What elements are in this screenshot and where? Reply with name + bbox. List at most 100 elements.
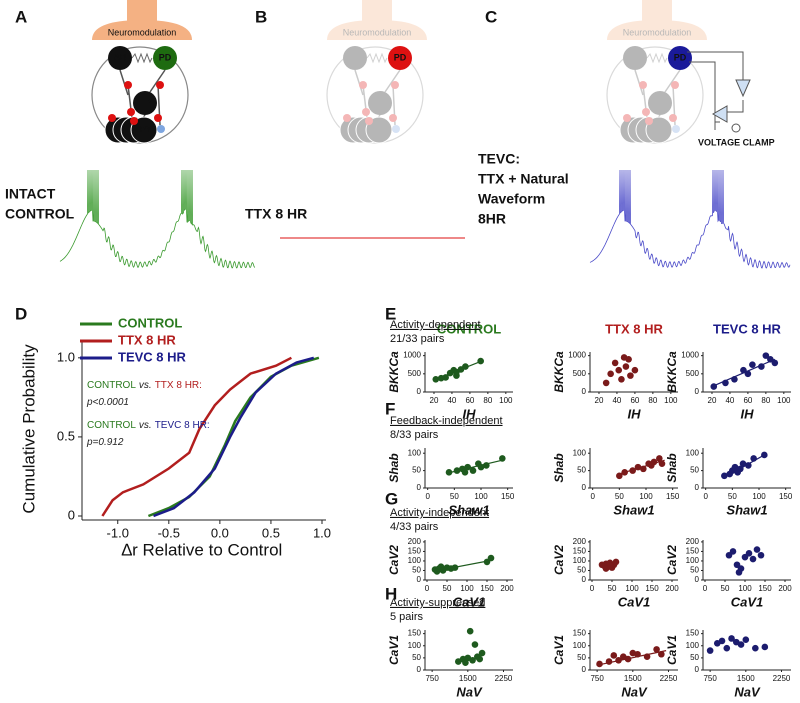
- x-axis-label: Shaw1: [448, 502, 489, 517]
- scatter-point: [744, 370, 752, 378]
- scatter-point: [710, 383, 718, 390]
- y-tick-label: 0: [417, 483, 422, 492]
- y-tick-label: 150: [573, 629, 587, 638]
- scatter-point: [731, 375, 738, 383]
- legend-label: CONTROL: [118, 315, 182, 330]
- x-axis-label: ∆r Relative to Control: [122, 540, 283, 559]
- y-tick-label: 500: [408, 369, 422, 378]
- circuit-body: Neuromodulation AB LP PY: [606, 0, 707, 144]
- synapse: [623, 114, 631, 122]
- cdf-line: [101, 356, 292, 517]
- y-tick-label: 50: [577, 653, 586, 662]
- x-tick-label: -1.0: [107, 525, 129, 540]
- cdf-line: [153, 356, 315, 518]
- circuit: Neuromodulation AB LP PY PD: [91, 0, 192, 144]
- scatter-point: [466, 627, 474, 635]
- x-axis-label: CaV1: [618, 594, 651, 609]
- neuromodulation-dome: [92, 20, 192, 40]
- x-tick-label: 0: [703, 492, 708, 501]
- y-tick-label: 50: [577, 566, 586, 575]
- x-tick-label: 20: [708, 396, 717, 405]
- annotation-part: TEVC 8 HR:: [155, 420, 210, 431]
- panel-label: A: [15, 7, 27, 26]
- y-axis-label: BKKCa: [552, 351, 566, 393]
- synapse: [343, 114, 351, 122]
- y-tick-label: 1000: [403, 351, 421, 360]
- synapse: [642, 108, 650, 116]
- panel-label: F: [385, 399, 395, 418]
- scatter-point: [737, 465, 744, 473]
- scatter-point: [650, 458, 658, 466]
- x-tick-label: 100: [738, 584, 752, 593]
- x-tick-label: 40: [612, 396, 621, 405]
- scatter-point: [499, 455, 506, 462]
- synapse-blue: [672, 125, 680, 133]
- legend-label: TEVC 8 HR: [118, 349, 187, 364]
- scatter-point: [478, 649, 486, 657]
- x-tick-label: 1500: [737, 674, 755, 683]
- row-count: 5 pairs: [390, 611, 424, 623]
- gap-junction: [366, 52, 388, 64]
- x-tick-label: 1500: [459, 674, 477, 683]
- scatter-point: [442, 374, 449, 381]
- annotation-part: vs.: [139, 420, 152, 431]
- row-count: 8/33 pairs: [390, 429, 439, 441]
- scatter-point: [745, 550, 753, 557]
- scatter-point: [658, 460, 666, 467]
- neuromodulation-dome: [607, 20, 707, 40]
- synapse: [124, 81, 132, 89]
- scatter-point: [445, 469, 453, 476]
- amplifier: [735, 79, 751, 98]
- synapse: [359, 81, 367, 89]
- scatter-point: [735, 569, 743, 576]
- scatter-point: [596, 660, 603, 668]
- scatter-point: [611, 359, 619, 367]
- circuit: Neuromodulation AB LP PY PD VOLTAGE CLAMP: [606, 0, 775, 147]
- y-axis-label: Shab: [552, 453, 566, 482]
- x-tick-label: 150: [758, 584, 772, 593]
- synapse: [154, 114, 162, 122]
- x-tick-label: 100: [499, 396, 513, 405]
- y-axis-label: BKKCa: [387, 351, 401, 393]
- scatter-point: [761, 643, 769, 651]
- scatter-point: [771, 359, 779, 367]
- synapse-blue: [157, 125, 165, 133]
- scatter-point: [722, 379, 729, 387]
- synapse: [389, 114, 397, 122]
- y-tick-label: 100: [573, 556, 587, 565]
- y-axis-label: CaV2: [665, 545, 679, 575]
- x-tick-label: 50: [450, 492, 459, 501]
- x-tick-label: 750: [590, 674, 604, 683]
- circuit: Neuromodulation AB LP PY PD: [326, 0, 427, 144]
- scatter-point: [656, 455, 663, 462]
- x-tick-label: 50: [728, 492, 737, 501]
- y-tick-label: 0: [695, 575, 700, 584]
- neuron-py: [339, 116, 367, 144]
- synapse-lines: [354, 69, 401, 126]
- x-tick-label: -0.5: [158, 525, 180, 540]
- scatter-point: [461, 469, 469, 476]
- neuron-ab: [108, 46, 132, 70]
- synapse: [156, 81, 164, 89]
- x-tick-label: 80: [761, 396, 770, 405]
- y-tick-label: 50: [412, 566, 421, 575]
- synapse: [362, 108, 370, 116]
- y-tick-label: 50: [577, 466, 586, 475]
- voltage-trace: [589, 169, 791, 269]
- neuron-ab: [623, 46, 647, 70]
- y-axis-label: Cumulative Probability: [19, 344, 38, 514]
- x-axis-label: CaV1: [731, 594, 764, 609]
- circuit-body: Neuromodulation AB LP PY: [326, 0, 427, 144]
- neuron-py: [627, 116, 655, 144]
- y-tick-label: 100: [573, 448, 587, 457]
- annotation-part: CONTROL: [87, 380, 136, 391]
- scatter-point: [616, 472, 623, 480]
- annotation-part: vs.: [139, 380, 152, 391]
- annotation-part: p<0.0001: [86, 397, 129, 408]
- x-tick-label: 100: [625, 584, 639, 593]
- x-tick-label: 150: [480, 584, 494, 593]
- scatter-point: [767, 355, 774, 363]
- neuromodulation-stem: [642, 0, 672, 22]
- y-axis-label: CaV1: [387, 635, 401, 665]
